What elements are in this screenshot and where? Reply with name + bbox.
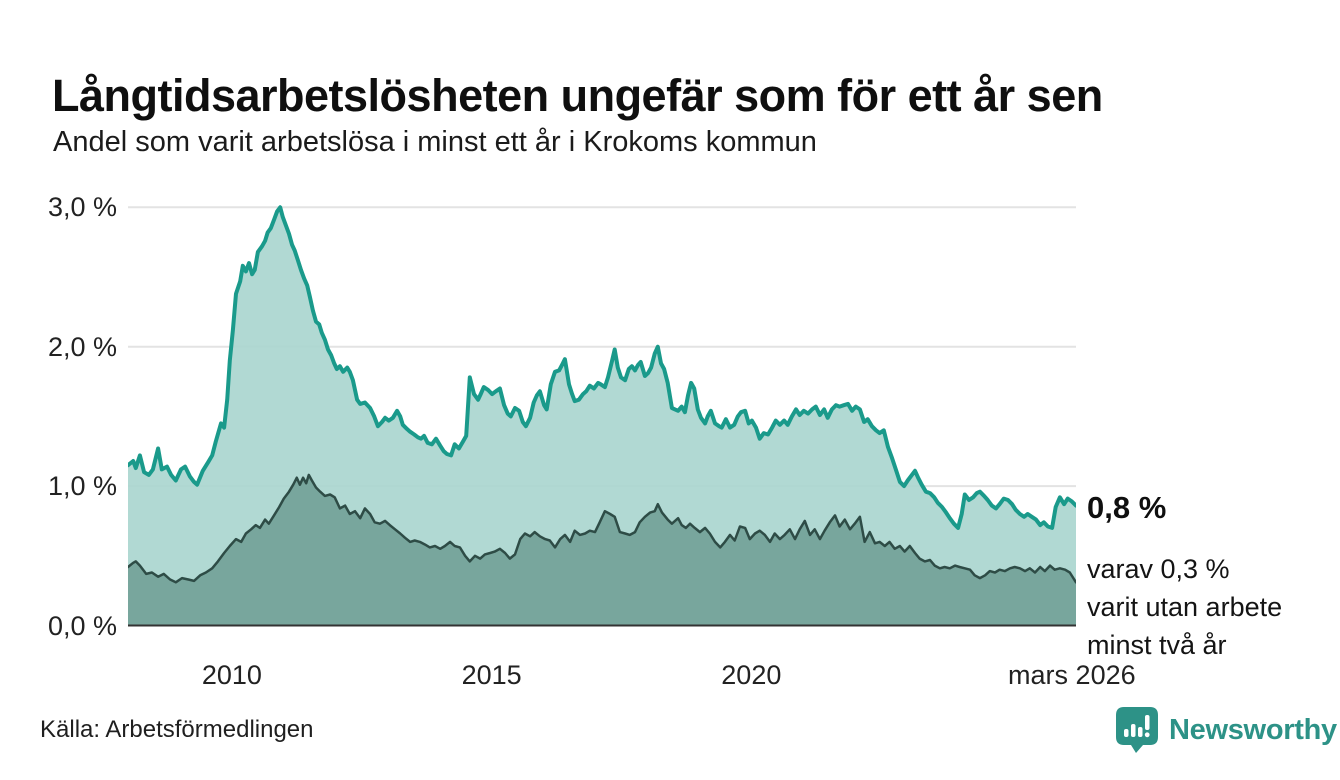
y-tick-label: 2,0 % bbox=[47, 331, 117, 362]
total-end-value-label: 0,8 % bbox=[1087, 490, 1167, 525]
y-tick-label: 1,0 % bbox=[47, 471, 117, 502]
y-tick-label: 3,0 % bbox=[47, 192, 117, 223]
series-line-total bbox=[128, 205, 1076, 530]
area-fill-two-year bbox=[128, 474, 1076, 626]
series-line-two-year bbox=[128, 473, 1076, 584]
x-tick-label: 2015 bbox=[461, 660, 522, 690]
area-chart-plot bbox=[128, 205, 1076, 627]
two-year-note-line2: varit utan arbete bbox=[1087, 592, 1283, 622]
two-year-note-line1: varav 0,3 % bbox=[1087, 554, 1230, 584]
newsworthy-wordmark: Newsworthy bbox=[1169, 713, 1337, 746]
newsworthy-logo: Newsworthy bbox=[1115, 705, 1337, 755]
end-value-annotation: 0,8 % varav 0,3 % varit utan arbete mins… bbox=[1087, 490, 1332, 664]
page-title: Långtidsarbetslösheten ungefär som för e… bbox=[52, 70, 1103, 122]
source-label: Källa: Arbetsförmedlingen bbox=[40, 716, 314, 743]
x-tick-label: 2010 bbox=[201, 660, 262, 690]
x-tick-label: 2020 bbox=[721, 660, 782, 690]
two-year-end-note: varav 0,3 % varit utan arbete minst två … bbox=[1087, 550, 1332, 664]
two-year-note-line3: minst två år bbox=[1087, 630, 1227, 660]
chart-subtitle: Andel som varit arbetslösa i minst ett å… bbox=[53, 126, 817, 158]
x-tick-label: mars 2026 bbox=[1008, 660, 1136, 690]
y-tick-label: 0,0 % bbox=[47, 610, 117, 641]
newsworthy-bubble-chart-icon bbox=[1116, 707, 1158, 753]
